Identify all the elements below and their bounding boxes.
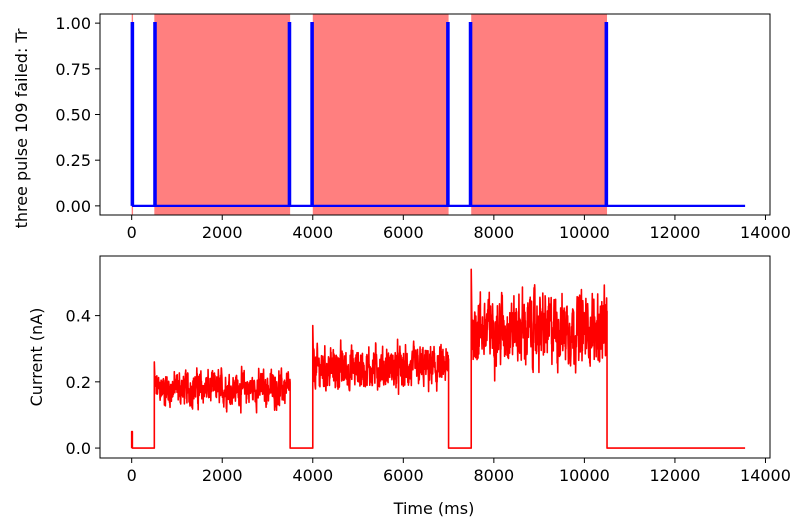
x-tick-label: 0 bbox=[127, 223, 137, 242]
y-tick-label: 1.00 bbox=[55, 14, 91, 33]
current-series bbox=[130, 268, 746, 449]
top-x-ticks: 0 2000 4000 6000 8000 10000 12000 14000 bbox=[127, 215, 791, 242]
y-tick-label: 0.25 bbox=[55, 151, 91, 170]
x-tick-label: 0 bbox=[127, 466, 137, 485]
top-y-axis-label: three pulse 109 failed: Tr bbox=[12, 28, 31, 228]
x-tick-label: 2000 bbox=[202, 223, 243, 242]
x-tick-label: 12000 bbox=[649, 223, 700, 242]
y-tick-label: 0.4 bbox=[66, 307, 91, 326]
bottom-y-ticks: 0.0 0.2 0.4 bbox=[66, 307, 100, 458]
bottom-y-axis-label: Current (nA) bbox=[27, 308, 46, 407]
x-tick-label: 6000 bbox=[383, 466, 424, 485]
shaded-region bbox=[312, 14, 449, 215]
x-tick-label: 14000 bbox=[740, 466, 791, 485]
stimulus-shaded-regions bbox=[131, 14, 608, 215]
shaded-region bbox=[154, 14, 291, 215]
x-tick-label: 2000 bbox=[202, 466, 243, 485]
y-tick-label: 0.00 bbox=[55, 197, 91, 216]
current-line bbox=[130, 268, 746, 449]
x-tick-label: 14000 bbox=[740, 223, 791, 242]
y-tick-label: 0.2 bbox=[66, 373, 91, 392]
y-tick-label: 0.0 bbox=[66, 439, 91, 458]
top-y-ticks: 0.00 0.25 0.50 0.75 1.00 bbox=[55, 14, 100, 216]
x-tick-label: 10000 bbox=[559, 466, 610, 485]
x-tick-label: 4000 bbox=[292, 466, 333, 485]
x-tick-label: 8000 bbox=[473, 466, 514, 485]
stimulus-line bbox=[130, 22, 746, 207]
bottom-axes: 0 2000 4000 6000 8000 10000 12000 14000 0.00.20… bbox=[27, 255, 791, 518]
x-tick-label: 6000 bbox=[383, 223, 424, 242]
y-tick-label: 0.50 bbox=[55, 106, 91, 125]
x-tick-label: 12000 bbox=[649, 466, 700, 485]
x-tick-label: 8000 bbox=[473, 223, 514, 242]
stimulus-series bbox=[130, 22, 746, 207]
x-tick-label: 4000 bbox=[292, 223, 333, 242]
x-tick-label: 10000 bbox=[559, 223, 610, 242]
bottom-x-axis-label: Time (ms) bbox=[393, 499, 475, 518]
y-tick-label: 0.75 bbox=[55, 60, 91, 79]
bottom-x-ticks: 0 2000 4000 6000 8000 10000 12000 14000 bbox=[127, 458, 791, 485]
top-axes: 0 2000 4000 6000 8000 10000 12000 14000 0.00 0.2… bbox=[12, 13, 791, 242]
bottom-axes-frame bbox=[99, 255, 771, 459]
shaded-region bbox=[471, 14, 608, 215]
